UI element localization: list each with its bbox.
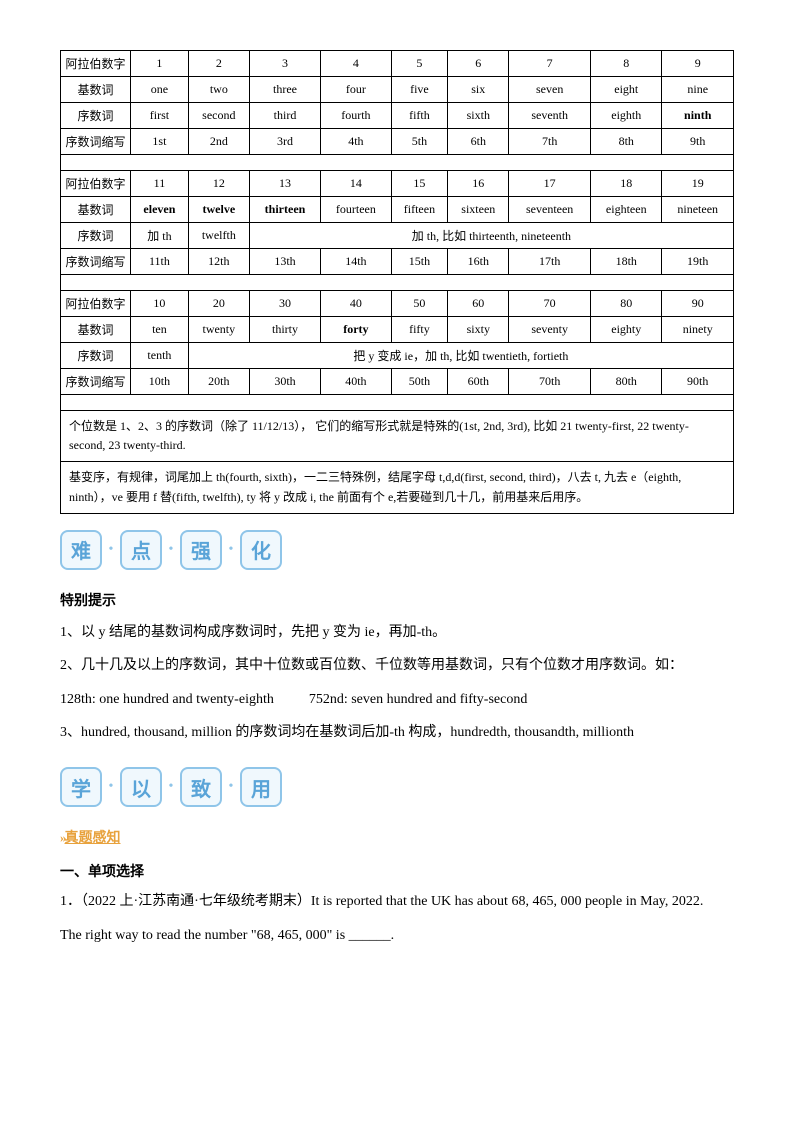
section-badge-apply: 学• 以• 致• 用 [60, 767, 282, 807]
row-label: 序数词 [61, 103, 131, 129]
numbers-table: 阿拉伯数字 123456789 基数词 onetwothreefourfives… [60, 50, 734, 514]
question-text: The right way to read the number "68, 46… [60, 921, 734, 950]
tip-paragraph: 3、hundred, thousand, million 的序数词均在基数词后加… [60, 718, 734, 747]
row-label: 阿拉伯数字 [61, 171, 131, 197]
tip-paragraph: 1、以 y 结尾的基数词构成序数词时，先把 y 变为 ie，再加-th。 [60, 618, 734, 647]
row-label: 序数词 [61, 223, 131, 249]
row-label: 基数词 [61, 317, 131, 343]
tip-paragraph: 128th: one hundred and twenty-eighth 752… [60, 685, 734, 714]
row-label: 阿拉伯数字 [61, 51, 131, 77]
row-label: 基数词 [61, 77, 131, 103]
note-text: 个位数是 1、2、3 的序数词（除了 11/12/13）， 它们的缩写形式就是特… [61, 411, 734, 462]
section-badge-difficulty: 难• 点• 强• 化 [60, 530, 282, 570]
question-text: 1．（2022 上·江苏南通·七年级统考期末）It is reported th… [60, 887, 734, 916]
row-label: 序数词缩写 [61, 369, 131, 395]
exercise-header: 一、单项选择 [60, 861, 734, 881]
row-label: 序数词缩写 [61, 249, 131, 275]
tips-header: 特别提示 [60, 590, 734, 610]
row-label: 阿拉伯数字 [61, 291, 131, 317]
row-label: 序数词缩写 [61, 129, 131, 155]
row-label: 基数词 [61, 197, 131, 223]
tip-paragraph: 2、几十几及以上的序数词，其中十位数或百位数、千位数等用基数词，只有个位数才用序… [60, 651, 734, 680]
row-label: 序数词 [61, 343, 131, 369]
note-text: 基变序，有规律，词尾加上 th(fourth, sixth)，一二三特殊例，结尾… [61, 462, 734, 513]
real-question-link: »真题感知 [60, 817, 734, 855]
